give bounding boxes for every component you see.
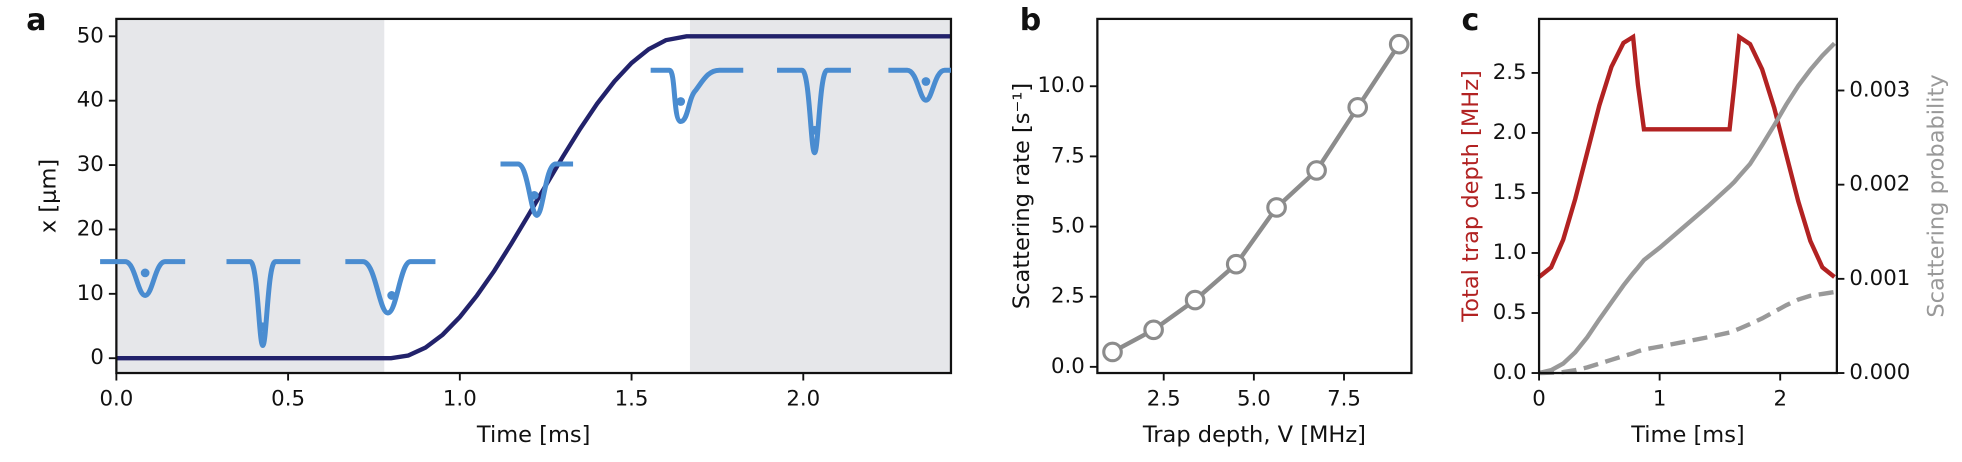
trap-icon [226,259,301,348]
data-point [1225,253,1247,275]
data-line [1538,41,1837,376]
x-tick-label: 0.5 [271,386,305,411]
y-tick-label: 40 [77,88,104,113]
x-axis-label: Trap depth, V [MHz] [1142,422,1366,448]
panel-label: c [1461,3,1479,38]
y-tick-label: 2.5 [1051,284,1085,309]
data-point [1184,289,1206,311]
y-tick-label: 30 [77,152,104,177]
x-tick-label: 5.0 [1237,386,1271,411]
trap-icon [650,67,744,125]
x-tick-label: 2.0 [786,386,820,411]
atom-dot [921,77,931,86]
shade-layer [116,18,951,374]
axes-frame [115,17,953,375]
x-tick-label: 7.5 [1327,386,1361,411]
trap-icons [100,67,951,348]
y2-axis-label: Scattering probability [1923,74,1949,317]
data-line [1539,289,1835,376]
panel-label: b [1020,3,1042,38]
y2-tick-label: 0.001 [1849,266,1910,291]
y-tick-label: 10.0 [1037,73,1084,98]
axes-frame [1096,17,1413,375]
trap-icon [888,67,951,103]
x-axis-label: Time [ms] [476,422,591,448]
y-tick-label: 1.5 [1493,180,1527,205]
y-tick-label: 2.0 [1493,120,1527,145]
shaded-region [116,18,385,374]
data-point [1102,341,1123,363]
data-line [1111,42,1402,354]
y-tick-label: 7.5 [1051,143,1085,168]
y2-tick-label: 0.002 [1849,172,1910,197]
trap-icon [100,259,186,298]
data-point [1143,319,1164,341]
trap-icon [345,259,436,316]
y2-tick-label: 0.000 [1849,360,1910,385]
y-tick-label: 0 [90,345,104,370]
atom-dot [387,291,397,300]
trap-icon [777,67,851,156]
x-tick-label: 0 [1532,386,1546,411]
atom-dot [140,268,150,278]
trap-icon [500,161,574,218]
x-axis-label: Time [ms] [1630,422,1745,448]
atom-dot [258,322,268,332]
x-tick-label: 1.0 [443,386,477,411]
x-tick-label: 2 [1773,386,1787,411]
y-tick-label: 50 [77,23,104,48]
y-tick-label: 20 [77,216,104,241]
atom-dot [810,125,819,135]
x-tick-label: 0.0 [99,386,133,411]
shaded-region [689,18,951,374]
y-axis-label: x [μm] [35,159,61,233]
data-point [1347,96,1369,118]
x-tick-label: 1 [1653,386,1667,411]
y-tick-label: 5.0 [1051,214,1085,239]
x-tick-label: 1.5 [615,386,649,411]
data-point [1388,33,1410,55]
data-line [116,34,951,361]
panel-label: a [26,3,46,38]
y-axis-label: Scattering rate [s⁻¹] [1009,83,1035,309]
y-tick-label: 0.0 [1493,360,1527,385]
data-point [1306,160,1327,181]
x-tick-label: 2.5 [1147,386,1181,411]
y-tick-label: 0.0 [1051,354,1085,379]
data-line [1537,33,1836,279]
y-tick-label: 10 [77,281,104,306]
y-tick-label: 1.0 [1493,240,1527,265]
y2-tick-label: 0.003 [1849,77,1910,102]
y-tick-label: 0.5 [1493,300,1527,325]
axes-frame [1537,17,1838,375]
atom-dot [676,97,686,106]
y-tick-label: 2.5 [1493,60,1527,85]
y-axis-label: Total trap depth [MHz] [1458,70,1484,323]
data-point [1266,197,1287,218]
atom-dot [529,190,539,200]
